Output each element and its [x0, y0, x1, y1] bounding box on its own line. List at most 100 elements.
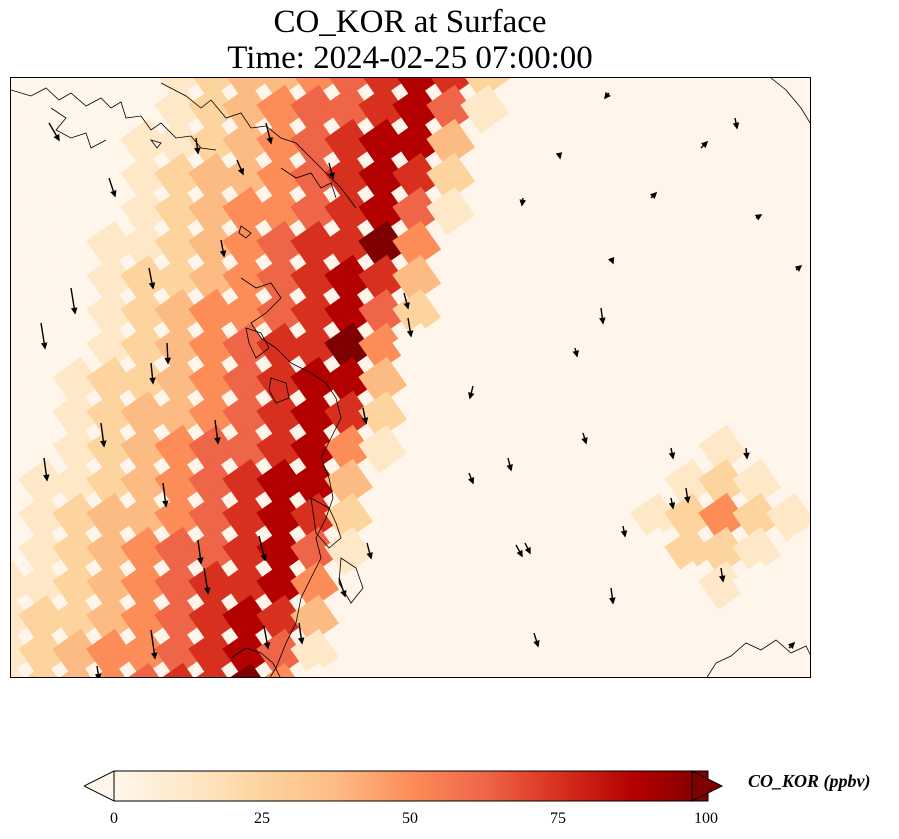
field-cell	[392, 254, 442, 304]
field-cell	[86, 186, 136, 236]
field-cell	[426, 186, 476, 236]
wind-arrow-head	[599, 317, 606, 325]
field-cell	[392, 152, 442, 202]
field-cell	[256, 288, 306, 338]
wind-arrow-head	[403, 302, 410, 310]
field-cell	[154, 594, 204, 644]
field-cell	[324, 322, 374, 372]
wind-arrow-head	[603, 91, 611, 100]
field-cell	[324, 424, 374, 474]
field-cell	[154, 152, 204, 202]
field-cell	[358, 84, 408, 134]
field-cell	[120, 458, 170, 508]
field-cell	[290, 492, 340, 542]
field-cell	[120, 186, 170, 236]
wind-arrow-head	[468, 392, 475, 400]
field-cell	[256, 152, 306, 202]
field-cell	[86, 288, 136, 338]
field-cell	[18, 560, 68, 610]
field-cell	[52, 356, 102, 406]
wind-arrow-head	[110, 190, 117, 198]
field-cell	[392, 186, 442, 236]
field-cell	[52, 594, 102, 644]
field-cell	[154, 628, 204, 677]
field-cell	[222, 152, 272, 202]
wind-arrow-head	[194, 147, 201, 155]
colorbar-tick-25: 25	[254, 810, 270, 827]
field-cell	[18, 84, 68, 134]
field-cell	[256, 424, 306, 474]
field-cell	[52, 186, 102, 236]
field-cell	[18, 220, 68, 270]
field-cell	[698, 492, 748, 542]
field-cell	[358, 356, 408, 406]
field-cell	[11, 152, 34, 202]
field-cell	[188, 118, 238, 168]
field-cell	[222, 594, 272, 644]
field-cell	[392, 322, 442, 372]
wind-arrow-head	[516, 549, 523, 558]
field-cell	[188, 356, 238, 406]
field-cell	[324, 220, 374, 270]
field-cell	[222, 492, 272, 542]
field-cell	[120, 84, 170, 134]
field-cell	[324, 356, 374, 406]
wind-arrow-head	[328, 172, 335, 180]
field-cell	[664, 492, 714, 542]
plot-title: CO_KOR at Surface	[273, 4, 547, 40]
field-cell	[154, 84, 204, 134]
wind-arrow-head	[149, 377, 156, 385]
field-cell	[188, 662, 238, 677]
field-cell	[11, 356, 34, 406]
field-cell	[120, 78, 170, 100]
field-cell	[120, 662, 170, 677]
field-cell	[256, 322, 306, 372]
field-cell	[222, 424, 272, 474]
field-cell	[120, 254, 170, 304]
wind-arrow-head	[743, 452, 750, 460]
field-cell	[256, 594, 306, 644]
field-cell	[11, 526, 34, 576]
field-cell	[18, 152, 68, 202]
field-cell	[120, 492, 170, 542]
map-canvas	[11, 78, 810, 677]
field-cell	[154, 458, 204, 508]
field-cell	[120, 220, 170, 270]
wind-arrow-head	[197, 557, 204, 565]
field-cell	[86, 220, 136, 270]
field-cell	[290, 220, 340, 270]
field-cell	[188, 78, 238, 100]
field-cell	[18, 424, 68, 474]
field-cell	[52, 560, 102, 610]
field-cell	[11, 322, 34, 372]
concentration-map	[10, 77, 811, 678]
field-cell	[358, 424, 408, 474]
field-cell	[290, 662, 340, 677]
field-cell	[52, 152, 102, 202]
field-cell	[256, 84, 306, 134]
field-cell	[18, 118, 68, 168]
wind-arrow-head	[468, 476, 475, 485]
field-cell	[120, 152, 170, 202]
field-cell	[52, 220, 102, 270]
field-cell	[188, 390, 238, 440]
field-cell	[18, 186, 68, 236]
field-cell	[324, 254, 374, 304]
field-cell	[120, 628, 170, 677]
field-cell	[222, 288, 272, 338]
wind-arrow-head	[620, 530, 628, 538]
colorbar-tick-0: 0	[110, 810, 118, 827]
field-cell	[120, 356, 170, 406]
field-cell	[358, 118, 408, 168]
concentration-field	[11, 78, 810, 677]
colorbar-upper-extend	[691, 770, 724, 802]
field-cell	[18, 78, 68, 100]
field-cell	[154, 390, 204, 440]
field-cell	[290, 288, 340, 338]
field-cell	[426, 78, 476, 100]
field-cell	[766, 492, 810, 542]
field-cell	[222, 220, 272, 270]
field-cell	[358, 220, 408, 270]
field-cell	[188, 186, 238, 236]
wind-arrow-head	[100, 440, 107, 448]
